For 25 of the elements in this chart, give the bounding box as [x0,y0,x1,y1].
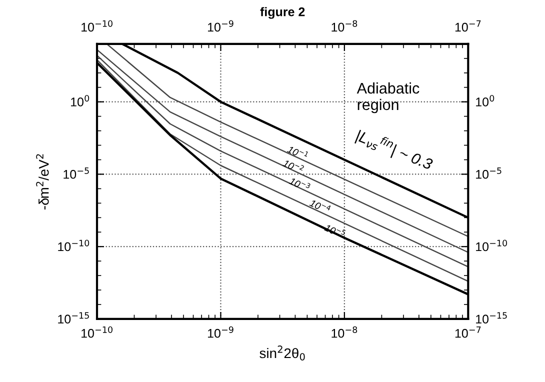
text: 10$^{−7}$ [455,20,481,32]
x-tick-label: 10$^{−10}$ [82,326,112,338]
text: 10$^{−15}$ [58,312,89,324]
y-tick-label: 10$^{−10}$ [476,240,508,252]
annotation: 10$^{−3}$ [288,175,311,192]
x-tick-label: 10$^{−9}$ [208,326,234,338]
text: 10$^{−9}$ [208,20,234,32]
x-tick-label: 10$^{−7}$ [455,326,481,338]
y-tick-label: 10$^{−5}$ [476,167,502,179]
y-axis-title: -δm$^{2}$/eV$^{2}$ [36,154,49,210]
text: 10$^{−5}$ [64,167,89,179]
x-tick-label: 10$^{−8}$ [332,326,358,338]
y-tick-label: 10$^{0}$ [476,94,494,106]
y-tick-label: 10$^{−15}$ [476,312,507,324]
annotation: Adiabatic region [356,82,420,114]
text: 10$^{−8}$ [332,20,358,32]
x-axis-title: sin$^{2}$2θ$_{0}$ [260,346,305,360]
annotation: 10$^{−2}$ [282,158,304,174]
annotation: |L$_{νs}$$^{fin}$| ~ 0.3 [354,127,435,173]
text: 10$^{−10}$ [58,240,90,252]
annotation: 10$^{−4}$ [309,198,332,214]
chart-title: figure 2 [260,7,305,19]
text: 10$^{−10}$ [82,20,112,32]
annotation: 10$^{−1}$ [286,144,309,160]
text: 10$^{0}$ [71,94,90,106]
